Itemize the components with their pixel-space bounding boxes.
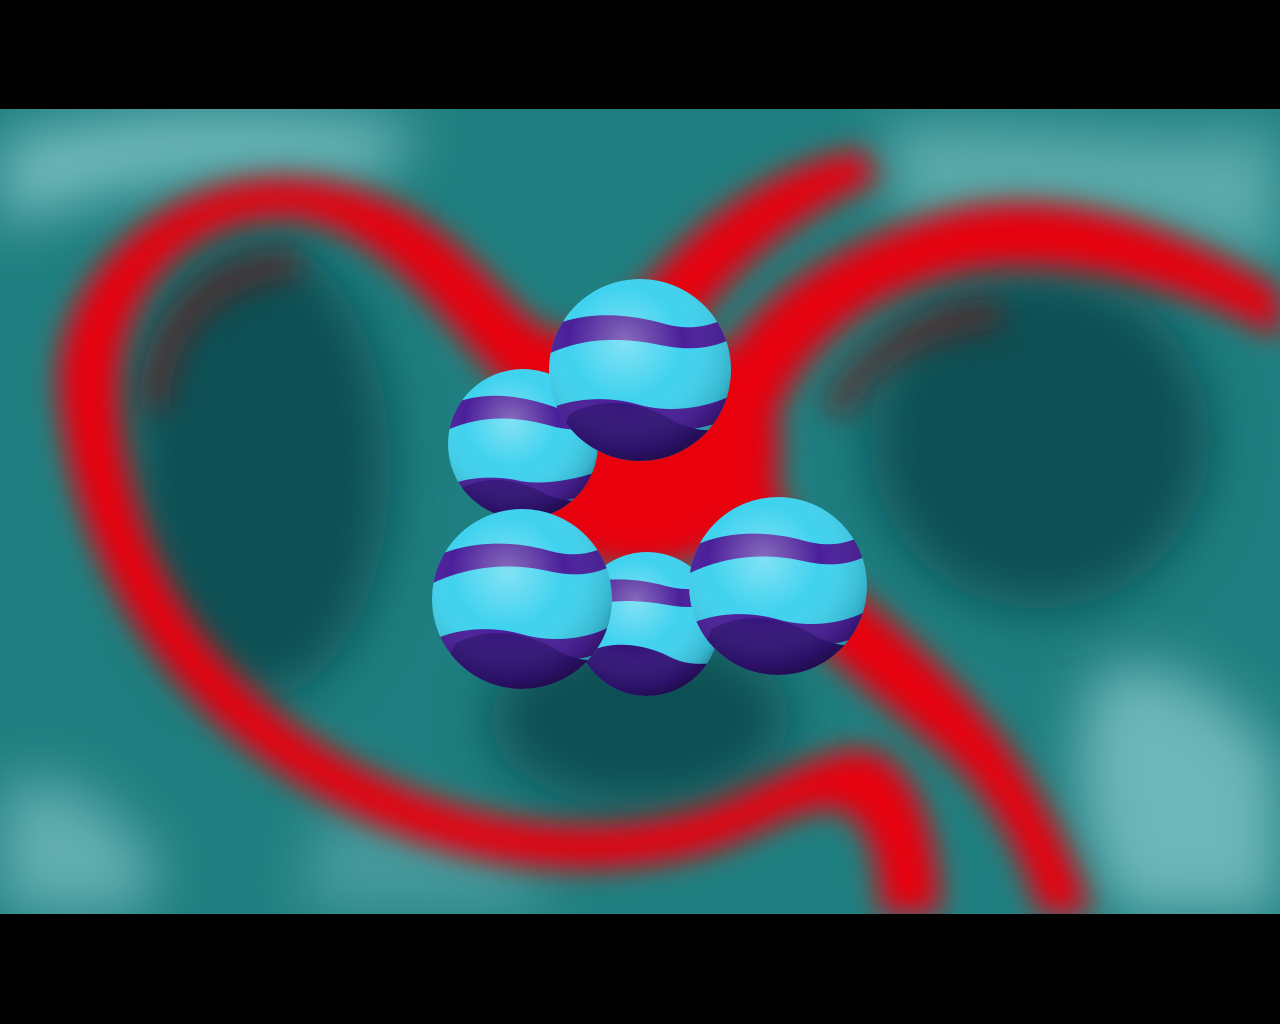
render-viewport	[0, 109, 1280, 914]
marble-background	[0, 109, 1280, 914]
letterbox-bottom-bar	[0, 914, 1280, 1024]
letterbox-top-bar	[0, 0, 1280, 109]
render-canvas	[0, 109, 1280, 914]
